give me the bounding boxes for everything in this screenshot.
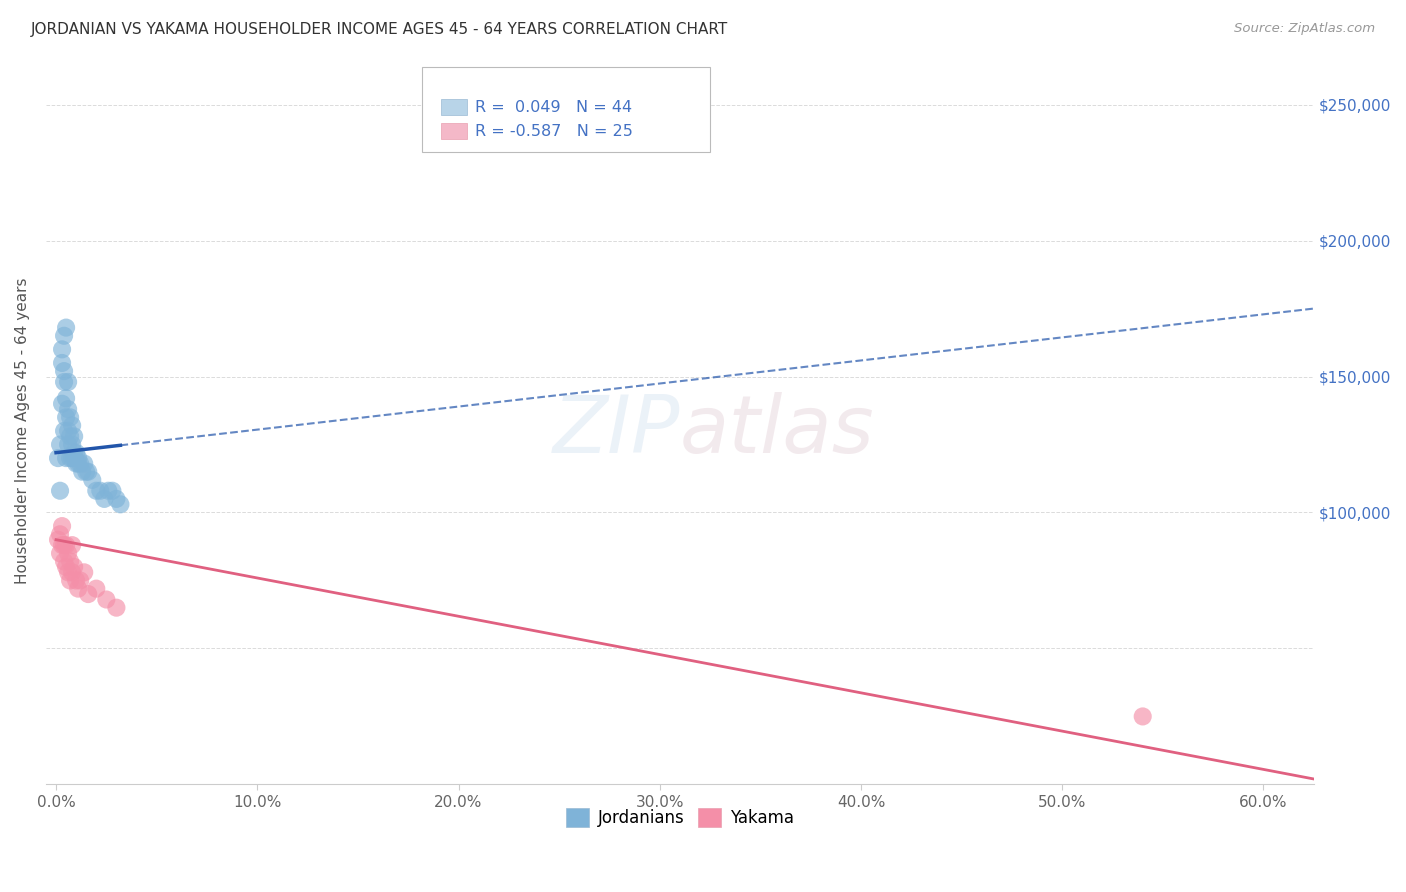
Point <box>1132 709 1154 723</box>
Point <box>60 566 83 580</box>
Point <box>65 574 87 588</box>
Point <box>51 343 73 357</box>
Point <box>53 364 76 378</box>
Point <box>59 574 82 588</box>
Point <box>84 483 107 498</box>
Text: ZIP: ZIP <box>553 392 681 470</box>
Point <box>49 527 72 541</box>
Point <box>60 437 83 451</box>
Point <box>67 582 90 596</box>
Point <box>70 465 93 479</box>
Point <box>63 445 86 459</box>
Point <box>77 587 100 601</box>
Point <box>53 538 76 552</box>
Point <box>105 491 128 506</box>
Point <box>63 451 86 466</box>
Point <box>56 546 79 560</box>
Point <box>55 320 77 334</box>
Point <box>63 560 86 574</box>
Point <box>93 491 115 506</box>
Point <box>56 437 79 451</box>
Point <box>69 457 91 471</box>
Point <box>101 483 124 498</box>
Point <box>56 566 79 580</box>
Text: R =  0.049   N = 44: R = 0.049 N = 44 <box>475 100 633 114</box>
Point <box>53 375 76 389</box>
Point <box>55 392 77 406</box>
Point <box>51 538 73 552</box>
Point <box>89 483 111 498</box>
Text: Source: ZipAtlas.com: Source: ZipAtlas.com <box>1234 22 1375 36</box>
Point <box>53 328 76 343</box>
Point <box>56 402 79 417</box>
Point <box>84 582 107 596</box>
Point <box>56 375 79 389</box>
Point <box>67 451 90 466</box>
Point <box>51 397 73 411</box>
Point <box>60 418 83 433</box>
Point <box>59 410 82 425</box>
Point <box>49 483 72 498</box>
Point <box>65 445 87 459</box>
Point <box>59 451 82 466</box>
Point <box>53 424 76 438</box>
Point <box>97 483 120 498</box>
Point <box>59 429 82 443</box>
Point <box>82 473 104 487</box>
Point <box>56 424 79 438</box>
Point <box>65 457 87 471</box>
Point <box>77 465 100 479</box>
Point <box>60 451 83 466</box>
Point <box>51 519 73 533</box>
Point <box>105 600 128 615</box>
Point <box>60 538 83 552</box>
Point <box>73 566 96 580</box>
Y-axis label: Householder Income Ages 45 - 64 years: Householder Income Ages 45 - 64 years <box>15 277 30 584</box>
Point <box>59 554 82 568</box>
Point <box>55 410 77 425</box>
Point <box>63 429 86 443</box>
Point <box>49 437 72 451</box>
Point <box>75 465 97 479</box>
Point <box>53 554 76 568</box>
Point <box>55 538 77 552</box>
Point <box>49 546 72 560</box>
Point <box>110 497 132 511</box>
Point <box>96 592 118 607</box>
Point <box>46 451 69 466</box>
Legend: Jordanians, Yakama: Jordanians, Yakama <box>560 802 800 834</box>
Point <box>69 574 91 588</box>
Point <box>55 451 77 466</box>
Text: JORDANIAN VS YAKAMA HOUSEHOLDER INCOME AGES 45 - 64 YEARS CORRELATION CHART: JORDANIAN VS YAKAMA HOUSEHOLDER INCOME A… <box>31 22 728 37</box>
Point <box>51 356 73 370</box>
Point <box>55 560 77 574</box>
Point <box>73 457 96 471</box>
Point <box>67 457 90 471</box>
Point <box>46 533 69 547</box>
Text: atlas: atlas <box>681 392 875 470</box>
Text: R = -0.587   N = 25: R = -0.587 N = 25 <box>475 124 633 138</box>
